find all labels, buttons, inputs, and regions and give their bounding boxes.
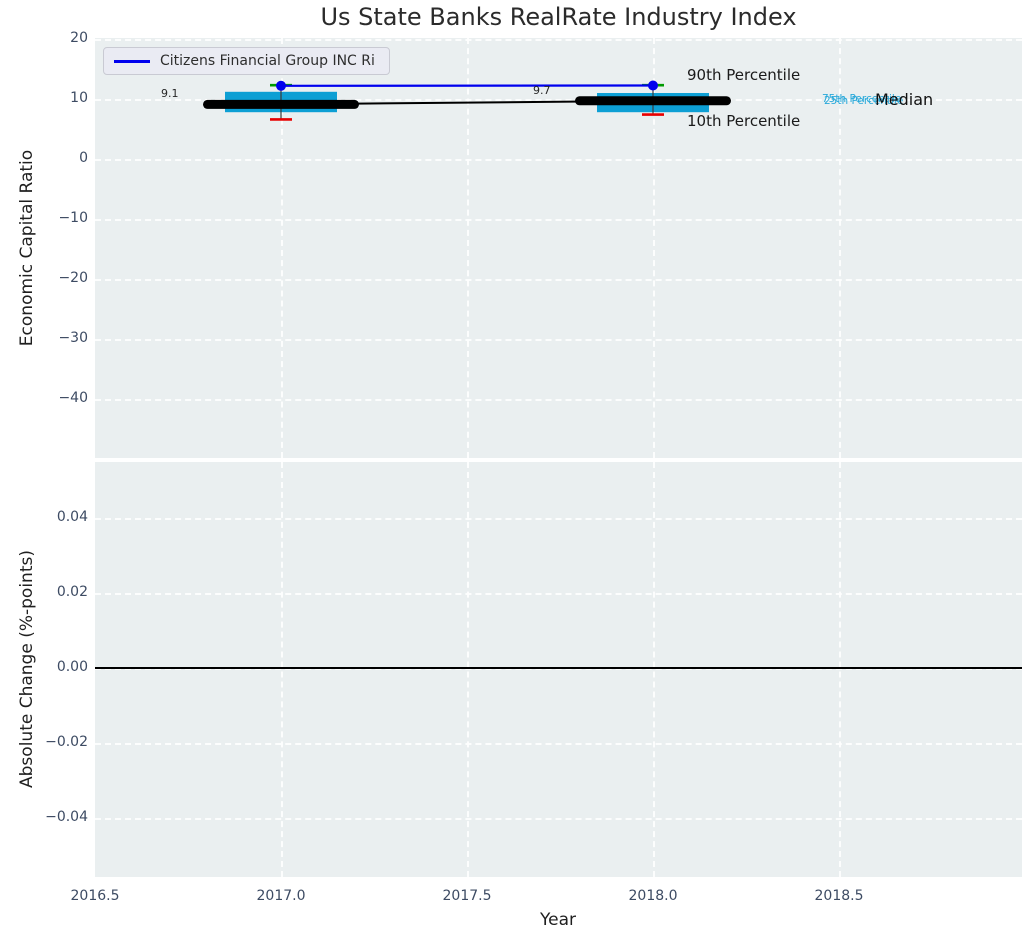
- h-gridline: [95, 159, 1022, 161]
- legend-label: Citizens Financial Group INC Ri: [160, 53, 375, 69]
- h-gridline: [95, 399, 1022, 401]
- bottom-y-axis-label: Absolute Change (%-points): [17, 550, 37, 788]
- boxplot-canvas: [203, 80, 731, 121]
- top-y-axis-label: Economic Capital Ratio: [17, 149, 37, 347]
- y-tick-label: −0.04: [45, 809, 88, 825]
- annotation-median: Median: [875, 90, 934, 109]
- v-gridline: [839, 38, 841, 458]
- y-tick-label: 0: [79, 150, 88, 166]
- y-tick-label: 0.04: [56, 509, 88, 525]
- y-tick-label: 20: [70, 30, 88, 46]
- annotation-75th-percentile: 75th Percentile: [822, 93, 902, 105]
- y-tick-label: 10: [70, 90, 88, 106]
- h-gridline: [95, 339, 1022, 341]
- h-gridline: [95, 518, 1022, 520]
- y-tick-label: 0.02: [56, 584, 88, 600]
- x-axis-label: Year: [540, 910, 576, 930]
- h-gridline: [95, 818, 1022, 820]
- x-tick-label: 2018.5: [814, 888, 864, 904]
- h-gridline: [95, 39, 1022, 41]
- v-gridline: [839, 462, 841, 877]
- y-tick-label: −10: [58, 210, 88, 226]
- legend-line-sample: [114, 59, 150, 63]
- v-gridline: [281, 38, 283, 458]
- chart-title: Us State Banks RealRate Industry Index: [320, 3, 797, 31]
- zero-change-line: [95, 667, 1022, 669]
- h-gridline: [95, 668, 1022, 670]
- median-value-label: 9.1: [161, 87, 179, 101]
- y-tick-label: −20: [58, 270, 88, 286]
- h-gridline: [95, 279, 1022, 281]
- x-tick-label: 2018.0: [628, 888, 678, 904]
- h-gridline: [95, 99, 1022, 101]
- median-value-label: 9.7: [533, 83, 551, 97]
- x-tick-label: 2017.5: [442, 888, 492, 904]
- v-gridline: [467, 462, 469, 877]
- x-tick-label: 2017.0: [256, 888, 306, 904]
- y-tick-label: −30: [58, 330, 88, 346]
- top-plot-area: 9.1 9.7 90th Percentile 10th Percentile 75th…: [95, 38, 1022, 458]
- annotation-25th-percentile: 25th Percentile: [824, 95, 904, 107]
- v-gridline: [653, 462, 655, 877]
- bottom-plot-area: [95, 462, 1022, 877]
- h-gridline: [95, 593, 1022, 595]
- y-tick-label: −0.02: [45, 734, 88, 750]
- y-tick-label: 0.00: [56, 659, 88, 675]
- legend: Citizens Financial Group INC Ri: [103, 47, 390, 75]
- annotation-90th-percentile: 90th Percentile: [687, 66, 801, 84]
- y-tick-label: −40: [58, 390, 88, 406]
- v-gridline: [467, 38, 469, 458]
- h-gridline: [95, 219, 1022, 221]
- h-gridline: [95, 743, 1022, 745]
- v-gridline: [281, 462, 283, 877]
- v-gridline: [653, 38, 655, 458]
- annotation-10th-percentile: 10th Percentile: [687, 112, 801, 130]
- x-tick-label: 2016.5: [70, 888, 120, 904]
